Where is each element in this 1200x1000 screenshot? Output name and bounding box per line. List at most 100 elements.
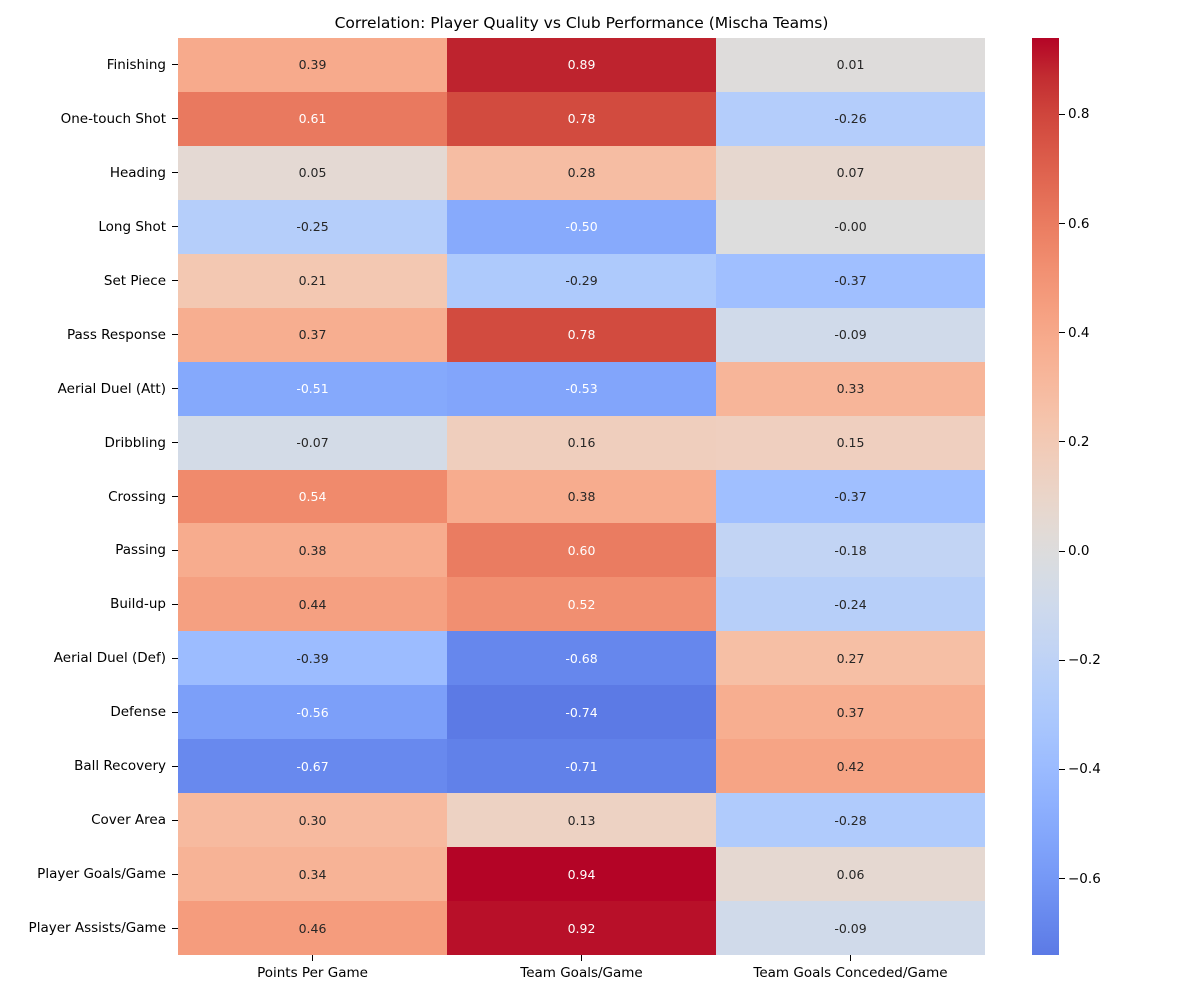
heatmap-cell: 0.38 [178, 523, 447, 578]
y-tick-label: Long Shot [98, 218, 166, 235]
heatmap-cell: -0.09 [716, 901, 985, 955]
heatmap-cell: -0.53 [447, 361, 716, 416]
colorbar-tick-label: 0.0 [1068, 543, 1090, 560]
heatmap-cell: 0.39 [178, 38, 447, 92]
heatmap-cell: 0.06 [716, 847, 985, 902]
heatmap-cell: -0.37 [716, 469, 985, 524]
heatmap-cell: 0.44 [178, 577, 447, 632]
heatmap-cell: -0.37 [716, 253, 985, 308]
y-tick-mark [172, 657, 178, 659]
heatmap-cell: -0.39 [178, 631, 447, 686]
heatmap-cell: 0.78 [447, 91, 716, 146]
y-tick-mark [172, 711, 178, 713]
heatmap-cell: 0.05 [178, 145, 447, 200]
y-tick-mark [172, 603, 178, 605]
heatmap-cell: -0.68 [447, 631, 716, 686]
y-tick-label: One-touch Shot [60, 110, 166, 127]
y-tick-label: Passing [115, 542, 166, 559]
y-tick-label: Defense [110, 704, 166, 721]
colorbar-tick-label: 0.8 [1068, 106, 1090, 123]
heatmap-cell: 0.13 [447, 793, 716, 848]
x-tick-label: Team Goals Conceded/Game [753, 965, 948, 981]
heatmap-cell: -0.18 [716, 523, 985, 578]
heatmap-cell: 0.92 [447, 901, 716, 955]
heatmap-cell: 0.21 [178, 253, 447, 308]
colorbar-tick-mark [1059, 441, 1065, 443]
heatmap-cell: -0.51 [178, 361, 447, 416]
heatmap-cell: 0.27 [716, 631, 985, 686]
heatmap-cell: 0.42 [716, 739, 985, 794]
heatmap-cell: 0.78 [447, 307, 716, 362]
y-tick-mark [172, 64, 178, 66]
heatmap-cell: -0.26 [716, 91, 985, 146]
heatmap-cell: 0.34 [178, 847, 447, 902]
heatmap-cell: 0.52 [447, 577, 716, 632]
x-tick-mark [850, 955, 851, 961]
y-tick-mark [172, 765, 178, 767]
y-tick-mark [172, 226, 178, 228]
colorbar-gradient [1032, 38, 1059, 955]
y-tick-mark [172, 496, 178, 497]
x-tick-label: Team Goals/Game [520, 965, 643, 981]
y-tick-label: Build-up [110, 596, 166, 613]
heatmap-cell: 0.15 [716, 415, 985, 470]
heatmap-cell: -0.25 [178, 199, 447, 254]
heatmap-cell: -0.67 [178, 739, 447, 794]
heatmap-cell: 0.61 [178, 91, 447, 146]
colorbar-tick-label: 0.4 [1068, 324, 1090, 341]
y-tick-mark [172, 118, 178, 120]
heatmap-cell: -0.71 [447, 739, 716, 794]
heatmap-cell: 0.46 [178, 901, 447, 955]
colorbar-tick-mark [1059, 878, 1065, 880]
y-tick-mark [172, 927, 178, 929]
y-tick-label: Dribbling [104, 434, 166, 451]
heatmap-cell: 0.07 [716, 145, 985, 200]
y-tick-mark [172, 280, 178, 282]
colorbar-tick-mark [1059, 659, 1065, 661]
heatmap-cell: -0.07 [178, 415, 447, 470]
colorbar-tick-label: 0.6 [1068, 215, 1090, 232]
y-tick-mark [172, 549, 178, 551]
y-tick-mark [172, 819, 178, 821]
heatmap-cell: 0.28 [447, 145, 716, 200]
colorbar-tick-label: −0.4 [1068, 761, 1101, 778]
colorbar-tick-mark [1059, 332, 1065, 334]
y-tick-label: Finishing [106, 56, 166, 73]
y-tick-label: Set Piece [103, 272, 166, 289]
heatmap-cell: -0.24 [716, 577, 985, 632]
heatmap-cell: -0.56 [178, 685, 447, 740]
y-tick-label: Player Goals/Game [37, 866, 166, 883]
colorbar-tick-mark [1059, 550, 1065, 552]
heatmap-cell: -0.74 [447, 685, 716, 740]
y-tick-mark [172, 334, 178, 336]
colorbar-tick-label: −0.6 [1068, 870, 1101, 887]
y-tick-mark [172, 388, 178, 390]
heatmap-cell: 0.37 [716, 685, 985, 740]
y-tick-label: Crossing [108, 488, 166, 505]
heatmap-cell: 0.30 [178, 793, 447, 848]
heatmap-cell: 0.60 [447, 523, 716, 578]
heatmap-cell: -0.09 [716, 307, 985, 362]
heatmap-cell: 0.01 [716, 38, 985, 92]
colorbar-tick-mark [1059, 113, 1065, 115]
x-tick-mark [581, 955, 582, 961]
y-tick-label: Heading [109, 164, 166, 181]
heatmap-grid: 0.39 0.89 0.01 0.61 0.78 -0.26 0.05 0.28 0.07 -0.… [178, 38, 985, 955]
heatmap-cell: 0.94 [447, 847, 716, 902]
colorbar-tick-mark [1059, 768, 1065, 770]
colorbar-tick-label: 0.2 [1068, 433, 1090, 450]
y-tick-label: Aerial Duel (Att) [57, 380, 166, 397]
y-tick-label: Ball Recovery [74, 758, 166, 775]
y-tick-mark [172, 442, 178, 444]
heatmap-cell: -0.28 [716, 793, 985, 848]
heatmap-cell: -0.00 [716, 199, 985, 254]
heatmap-cell: 0.16 [447, 415, 716, 470]
x-tick-mark [312, 955, 313, 961]
chart-title: Correlation: Player Quality vs Club Perf… [334, 14, 829, 32]
heatmap-cell: 0.89 [447, 38, 716, 92]
x-tick-label: Points Per Game [257, 965, 368, 981]
colorbar-tick-label: −0.2 [1068, 652, 1101, 669]
heatmap-cell: 0.33 [716, 361, 985, 416]
heatmap-cell: -0.29 [447, 253, 716, 308]
